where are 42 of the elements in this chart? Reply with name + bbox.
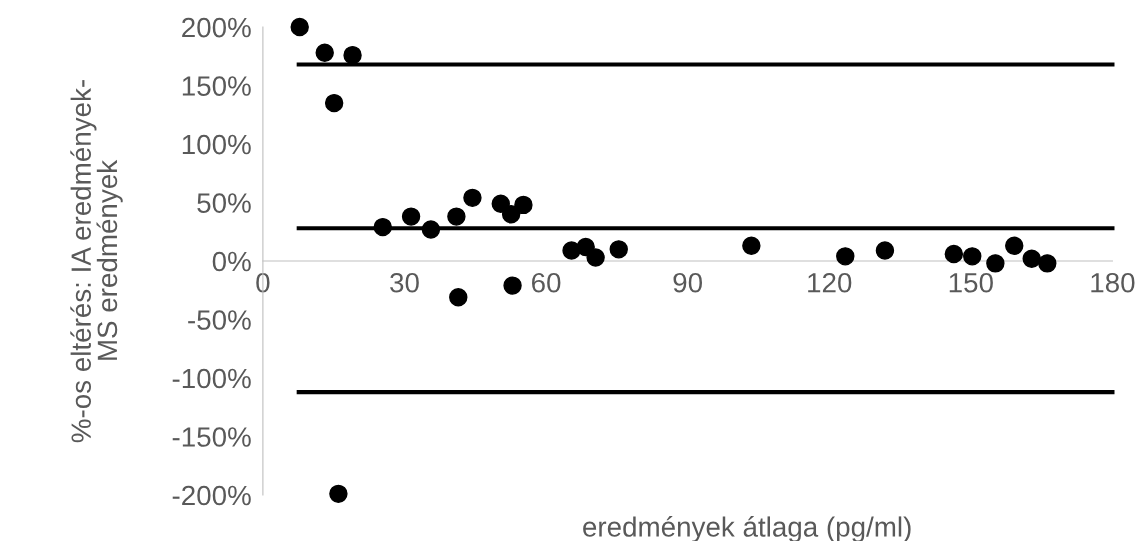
- x-tick-label: 0: [256, 272, 270, 293]
- point: [503, 276, 522, 295]
- point: [447, 207, 466, 226]
- x-tick-label: 30: [390, 272, 419, 293]
- point: [290, 17, 309, 37]
- point: [609, 240, 628, 259]
- point: [1022, 249, 1041, 268]
- x-tick-label: 90: [673, 272, 703, 293]
- point: [1038, 254, 1057, 273]
- y-tick-label: -150%: [172, 427, 251, 447]
- y-tick-label: 100%: [182, 134, 251, 155]
- point: [514, 195, 533, 215]
- y-tick-label: 200%: [182, 17, 251, 38]
- point: [944, 244, 964, 264]
- point: [329, 484, 348, 504]
- point: [449, 288, 468, 307]
- point: [324, 93, 344, 113]
- point: [401, 207, 421, 226]
- y-tick-label: -50%: [188, 310, 251, 330]
- point: [836, 247, 855, 266]
- point: [501, 205, 521, 224]
- point: [315, 43, 334, 62]
- y-tick-label: 50%: [197, 193, 251, 213]
- point: [986, 254, 1005, 273]
- point: [742, 236, 761, 256]
- x-tick-label: 60: [532, 272, 561, 293]
- point: [963, 247, 982, 266]
- point: [463, 188, 482, 208]
- x-tick-label: 150: [949, 272, 993, 293]
- point: [343, 45, 362, 65]
- point: [1005, 236, 1024, 256]
- point: [373, 217, 392, 237]
- point: [421, 220, 441, 239]
- x-tick-label: 180: [1091, 272, 1135, 293]
- x-tick-label: 120: [808, 272, 852, 293]
- y-axis-title: %-os eltérés: IA eredmények- MS eredmények: [70, 80, 123, 443]
- y-tick-label: -200%: [172, 485, 251, 506]
- y-tick-label: -100%: [172, 368, 251, 389]
- y-tick-label: 0%: [212, 251, 251, 272]
- point: [586, 248, 605, 267]
- point: [875, 241, 895, 260]
- y-tick-label: 150%: [182, 76, 251, 96]
